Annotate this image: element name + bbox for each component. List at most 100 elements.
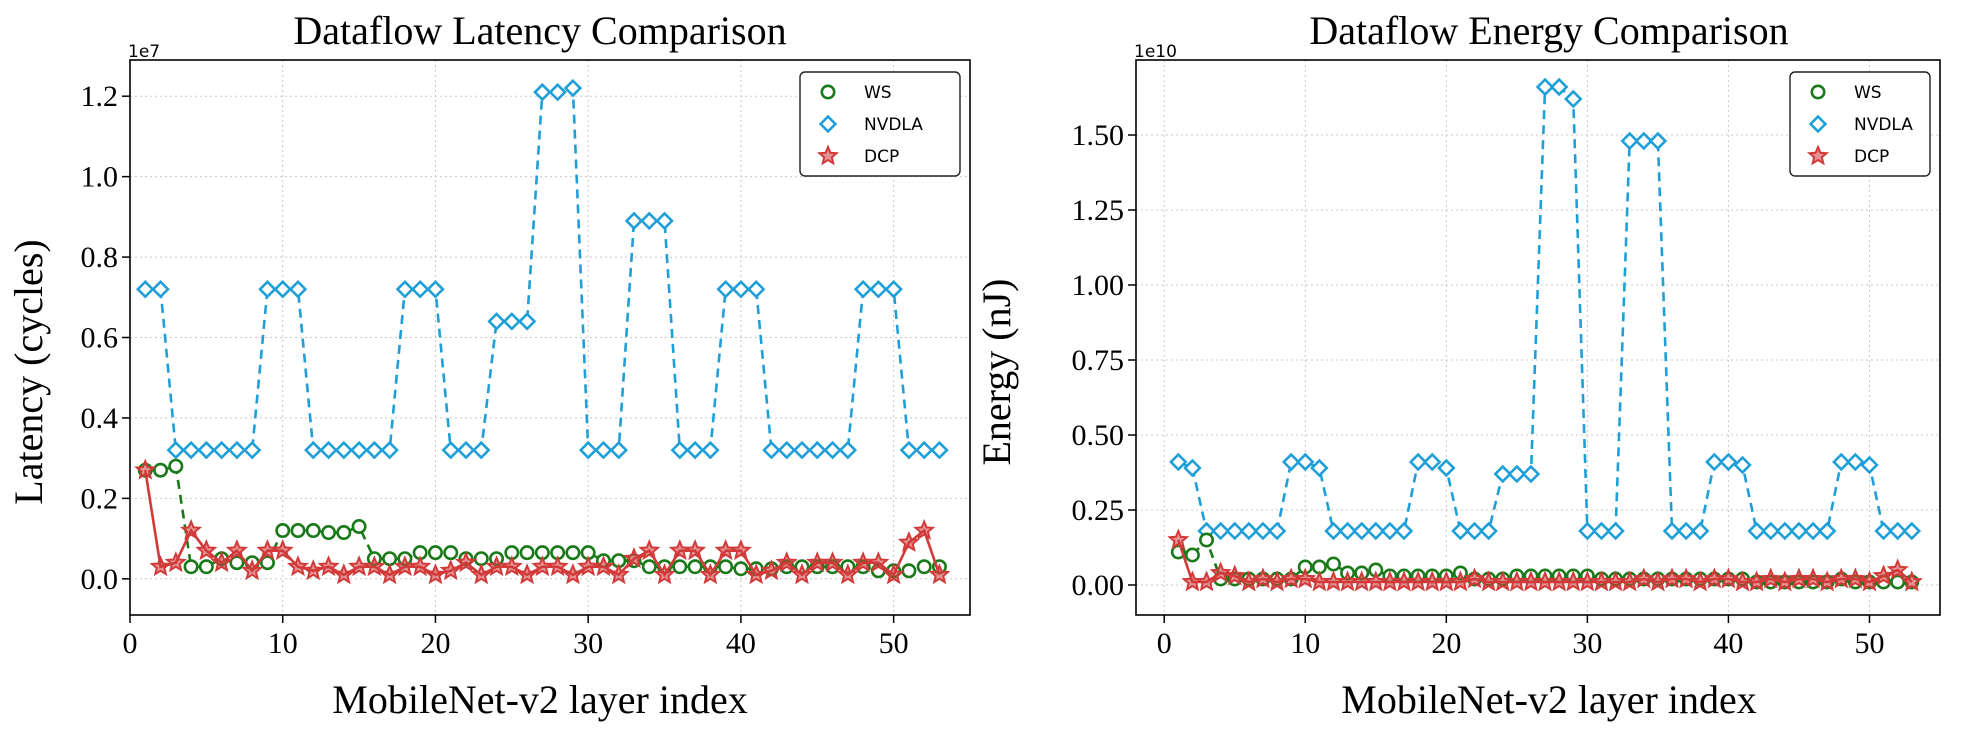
energy-y-axis-label: Energy (nJ) [974,279,1019,466]
latency-nvdla-point [838,440,858,460]
latency-legend: WS NVDLA DCP [799,71,961,177]
energy-nvdla-point [1521,464,1541,484]
latency-dcp-point [760,559,783,581]
latency-nvdla-point [197,440,216,460]
energy-nvdla-point [1437,458,1456,478]
latency-nvdla-point [258,280,277,299]
energy-nvdla-point [1719,452,1738,472]
latency-y-tick-label: 1.2 [81,80,119,113]
latency-dcp-point [546,555,569,577]
energy-nvdla-point [1422,452,1442,472]
latency-nvdla-point [212,440,231,460]
latency-ws-point [153,462,169,478]
latency-nvdla-point [395,280,415,299]
latency-dcp-point [210,551,233,573]
latency-nvdla-point [853,280,873,299]
latency-ws-point [672,559,688,575]
latency-y-tick-label: 0.2 [81,482,119,515]
latency-dcp-point [745,563,768,585]
energy-dcp-point [1646,570,1669,592]
latency-ws-point [916,559,932,575]
energy-nvdla-point [1564,89,1583,109]
latency-dcp-point [592,555,615,577]
energy-dcp-point [1844,567,1867,589]
latency-nvdla-point [181,440,201,460]
latency-dcp-point [729,538,752,561]
latency-dcp-point [225,538,248,561]
latency-nvdla-point [426,280,445,299]
latency-dcp-point [241,559,264,581]
latency-dcp-point [775,551,798,573]
energy-nvdla-point [1578,521,1597,541]
energy-dcp-point [1632,567,1655,589]
latency-legend-nvdla-label: NVDLA [864,115,923,135]
latency-legend-dcp-label: DCP [864,147,899,167]
energy-dcp-point [1449,570,1472,592]
latency-nvdla-point [655,211,674,231]
energy-dcp-point [1294,567,1317,589]
latency-dcp-point [149,555,172,577]
latency-dcp-point [378,563,401,585]
latency-dcp-point [470,563,493,585]
energy-y-tick-label: 1.25 [1072,194,1125,227]
energy-legend-ws-marker [1810,84,1826,100]
latency-nvdla-point [380,440,399,460]
latency-ws-point [351,519,367,535]
energy-y-tick-label: 1.00 [1072,269,1125,302]
latency-ws-point [198,559,214,575]
energy-y-tick-label: 0.25 [1072,494,1125,527]
latency-dcp-point [454,551,478,573]
energy-dcp-point [1858,570,1881,592]
energy-y-tick-label: 0.75 [1072,344,1125,377]
energy-nvdla-point [1592,521,1611,541]
energy-dcp-point [1195,570,1218,592]
latency-dcp-point [363,555,386,577]
latency-nvdla-point [273,280,292,299]
latency-dcp-point [622,547,646,569]
latency-dcp-point [882,563,905,585]
latency-nvdla-point [624,211,644,231]
latency-nvdla-point [548,82,567,102]
latency-chart: Dataflow Latency Comparison MobileNet-v2… [6,8,971,722]
latency-dcp-point [607,563,630,585]
latency-nvdla-point [792,440,812,460]
energy-nvdla-point [1169,452,1188,472]
energy-nvdla-point [1183,458,1202,478]
energy-y-tick-label: 0.00 [1072,569,1125,602]
energy-nvdla-point [1366,521,1386,541]
latency-nvdla-point [151,280,170,299]
energy-dcp-point [1237,570,1260,592]
latency-x-tick-label: 20 [420,627,450,660]
latency-nvdla-point [136,280,155,299]
energy-nvdla-point [1507,464,1527,484]
energy-nvdla-point [1310,458,1329,478]
latency-y-tick-label: 0.4 [81,402,119,435]
energy-nvdla-point [1690,521,1710,541]
energy-legend-box [1789,71,1931,177]
latency-dcp-point [561,563,584,585]
latency-series-nvdla [136,78,949,460]
latency-nvdla-point [472,440,491,460]
latency-nvdla-point [304,440,323,460]
latency-nvdla-point [594,440,613,460]
latency-nvdla-point [640,211,659,231]
latency-ws-point [427,545,443,561]
energy-dcp-point [1759,567,1782,589]
energy-nvdla-point [1620,131,1639,151]
energy-legend-nvdla-marker [1808,114,1828,134]
latency-nvdla-point [441,440,460,460]
energy-y-scale-label: 1e10 [1134,42,1177,62]
latency-y-axis-label: Latency (cycles) [6,239,51,504]
energy-legend-nvdla-label: NVDLA [1854,115,1913,135]
latency-x-tick-label: 50 [879,627,909,660]
energy-x-tick-label: 20 [1431,627,1461,660]
latency-dcp-point [653,563,676,585]
latency-nvdla-point [227,440,247,460]
energy-nvdla-point [1296,452,1315,472]
latency-axes: 0 10 20 30 40 50 0.0 0.2 0.4 0.6 0.8 1.0 1.2 [81,59,971,660]
energy-dcp-point [1717,567,1740,589]
energy-nvdla-point [1493,464,1512,484]
energy-series-dcp [1167,528,1923,592]
energy-nvdla-point [1846,452,1865,472]
latency-dcp-point [409,555,432,577]
